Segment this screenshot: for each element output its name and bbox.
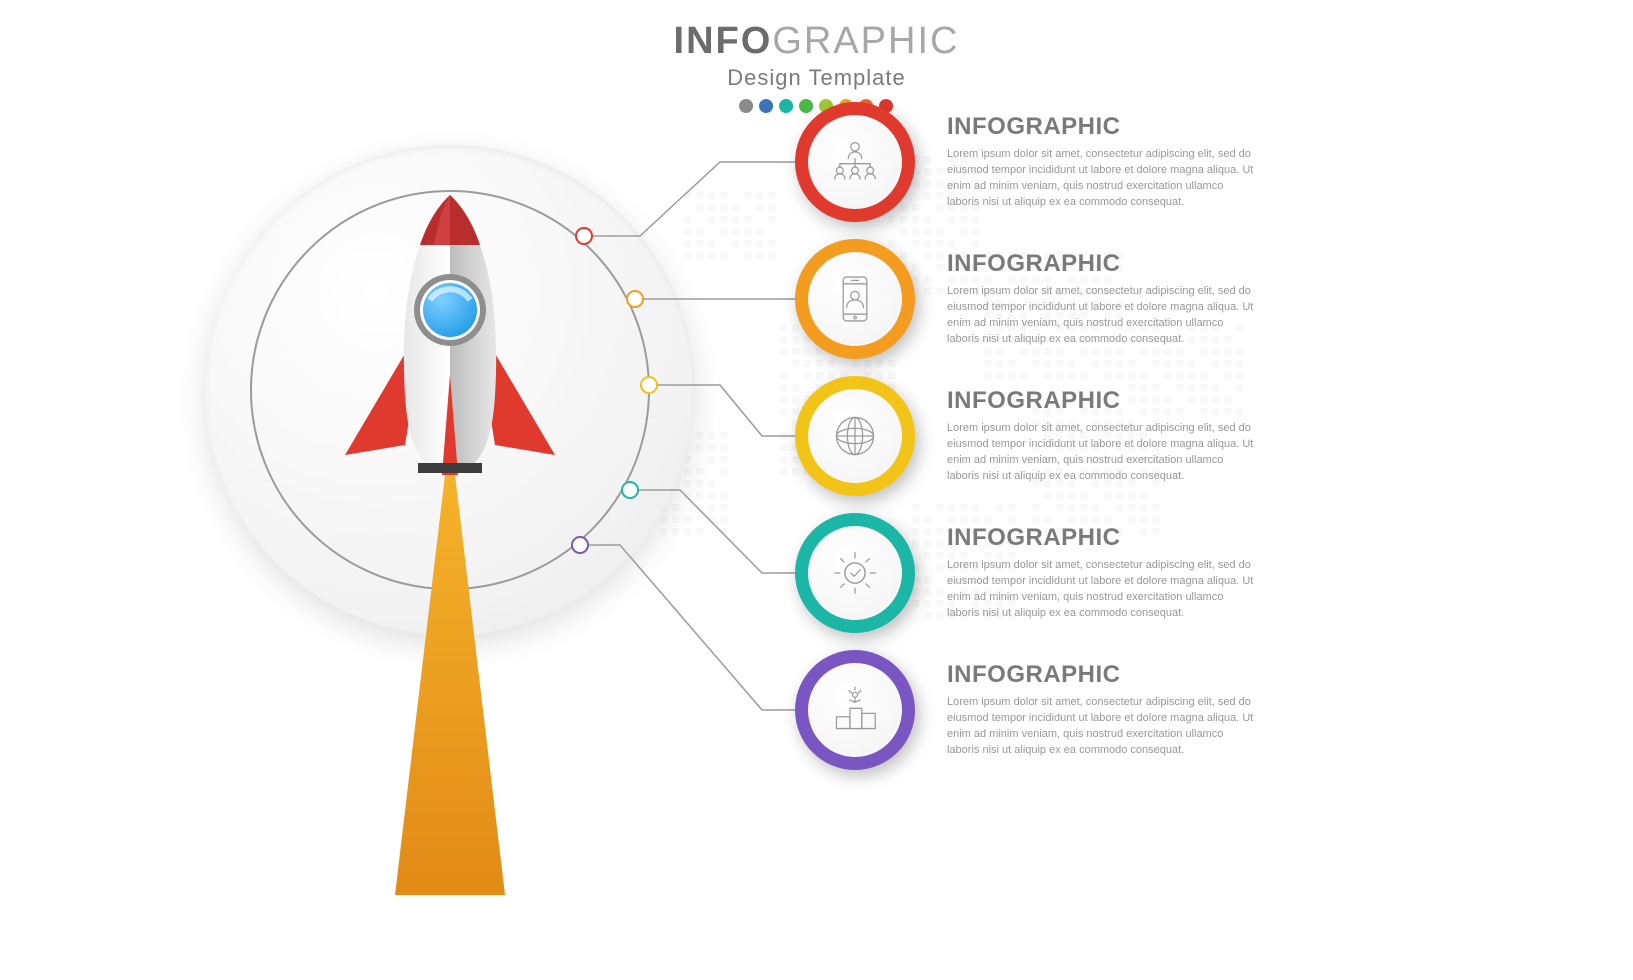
team-icon <box>808 115 902 209</box>
connector-node <box>571 536 589 554</box>
step-body: Lorem ipsum dolor sit amet, consectetur … <box>947 421 1257 485</box>
globe-icon <box>808 389 902 483</box>
connector-node <box>621 481 639 499</box>
connector-node <box>626 290 644 308</box>
step-title: INFOGRAPHIC <box>947 250 1257 278</box>
step-body: Lorem ipsum dolor sit amet, consectetur … <box>947 147 1257 211</box>
step-circle-1 <box>795 102 915 222</box>
step-title: INFOGRAPHIC <box>947 524 1257 552</box>
step-circle-4 <box>795 513 915 633</box>
step-text-1: INFOGRAPHIC Lorem ipsum dolor sit amet, c… <box>947 113 1257 211</box>
step-body: Lorem ipsum dolor sit amet, consectetur … <box>947 284 1257 348</box>
step-body: Lorem ipsum dolor sit amet, consectetur … <box>947 558 1257 622</box>
step-text-4: INFOGRAPHIC Lorem ipsum dolor sit amet, c… <box>947 524 1257 622</box>
step-body: Lorem ipsum dolor sit amet, consectetur … <box>947 695 1257 759</box>
step-circle-2 <box>795 239 915 359</box>
step-text-2: INFOGRAPHIC Lorem ipsum dolor sit amet, c… <box>947 250 1257 348</box>
step-circle-5 <box>795 650 915 770</box>
rocket-icon <box>300 195 600 895</box>
step-circle-3 <box>795 376 915 496</box>
connector-node <box>640 376 658 394</box>
step-title: INFOGRAPHIC <box>947 113 1257 141</box>
podium-icon <box>808 663 902 757</box>
step-text-5: INFOGRAPHIC Lorem ipsum dolor sit amet, c… <box>947 661 1257 759</box>
step-title: INFOGRAPHIC <box>947 661 1257 689</box>
step-title: INFOGRAPHIC <box>947 387 1257 415</box>
gear-icon <box>808 526 902 620</box>
connector-node <box>575 227 593 245</box>
phone-icon <box>808 252 902 346</box>
step-text-3: INFOGRAPHIC Lorem ipsum dolor sit amet, c… <box>947 387 1257 485</box>
